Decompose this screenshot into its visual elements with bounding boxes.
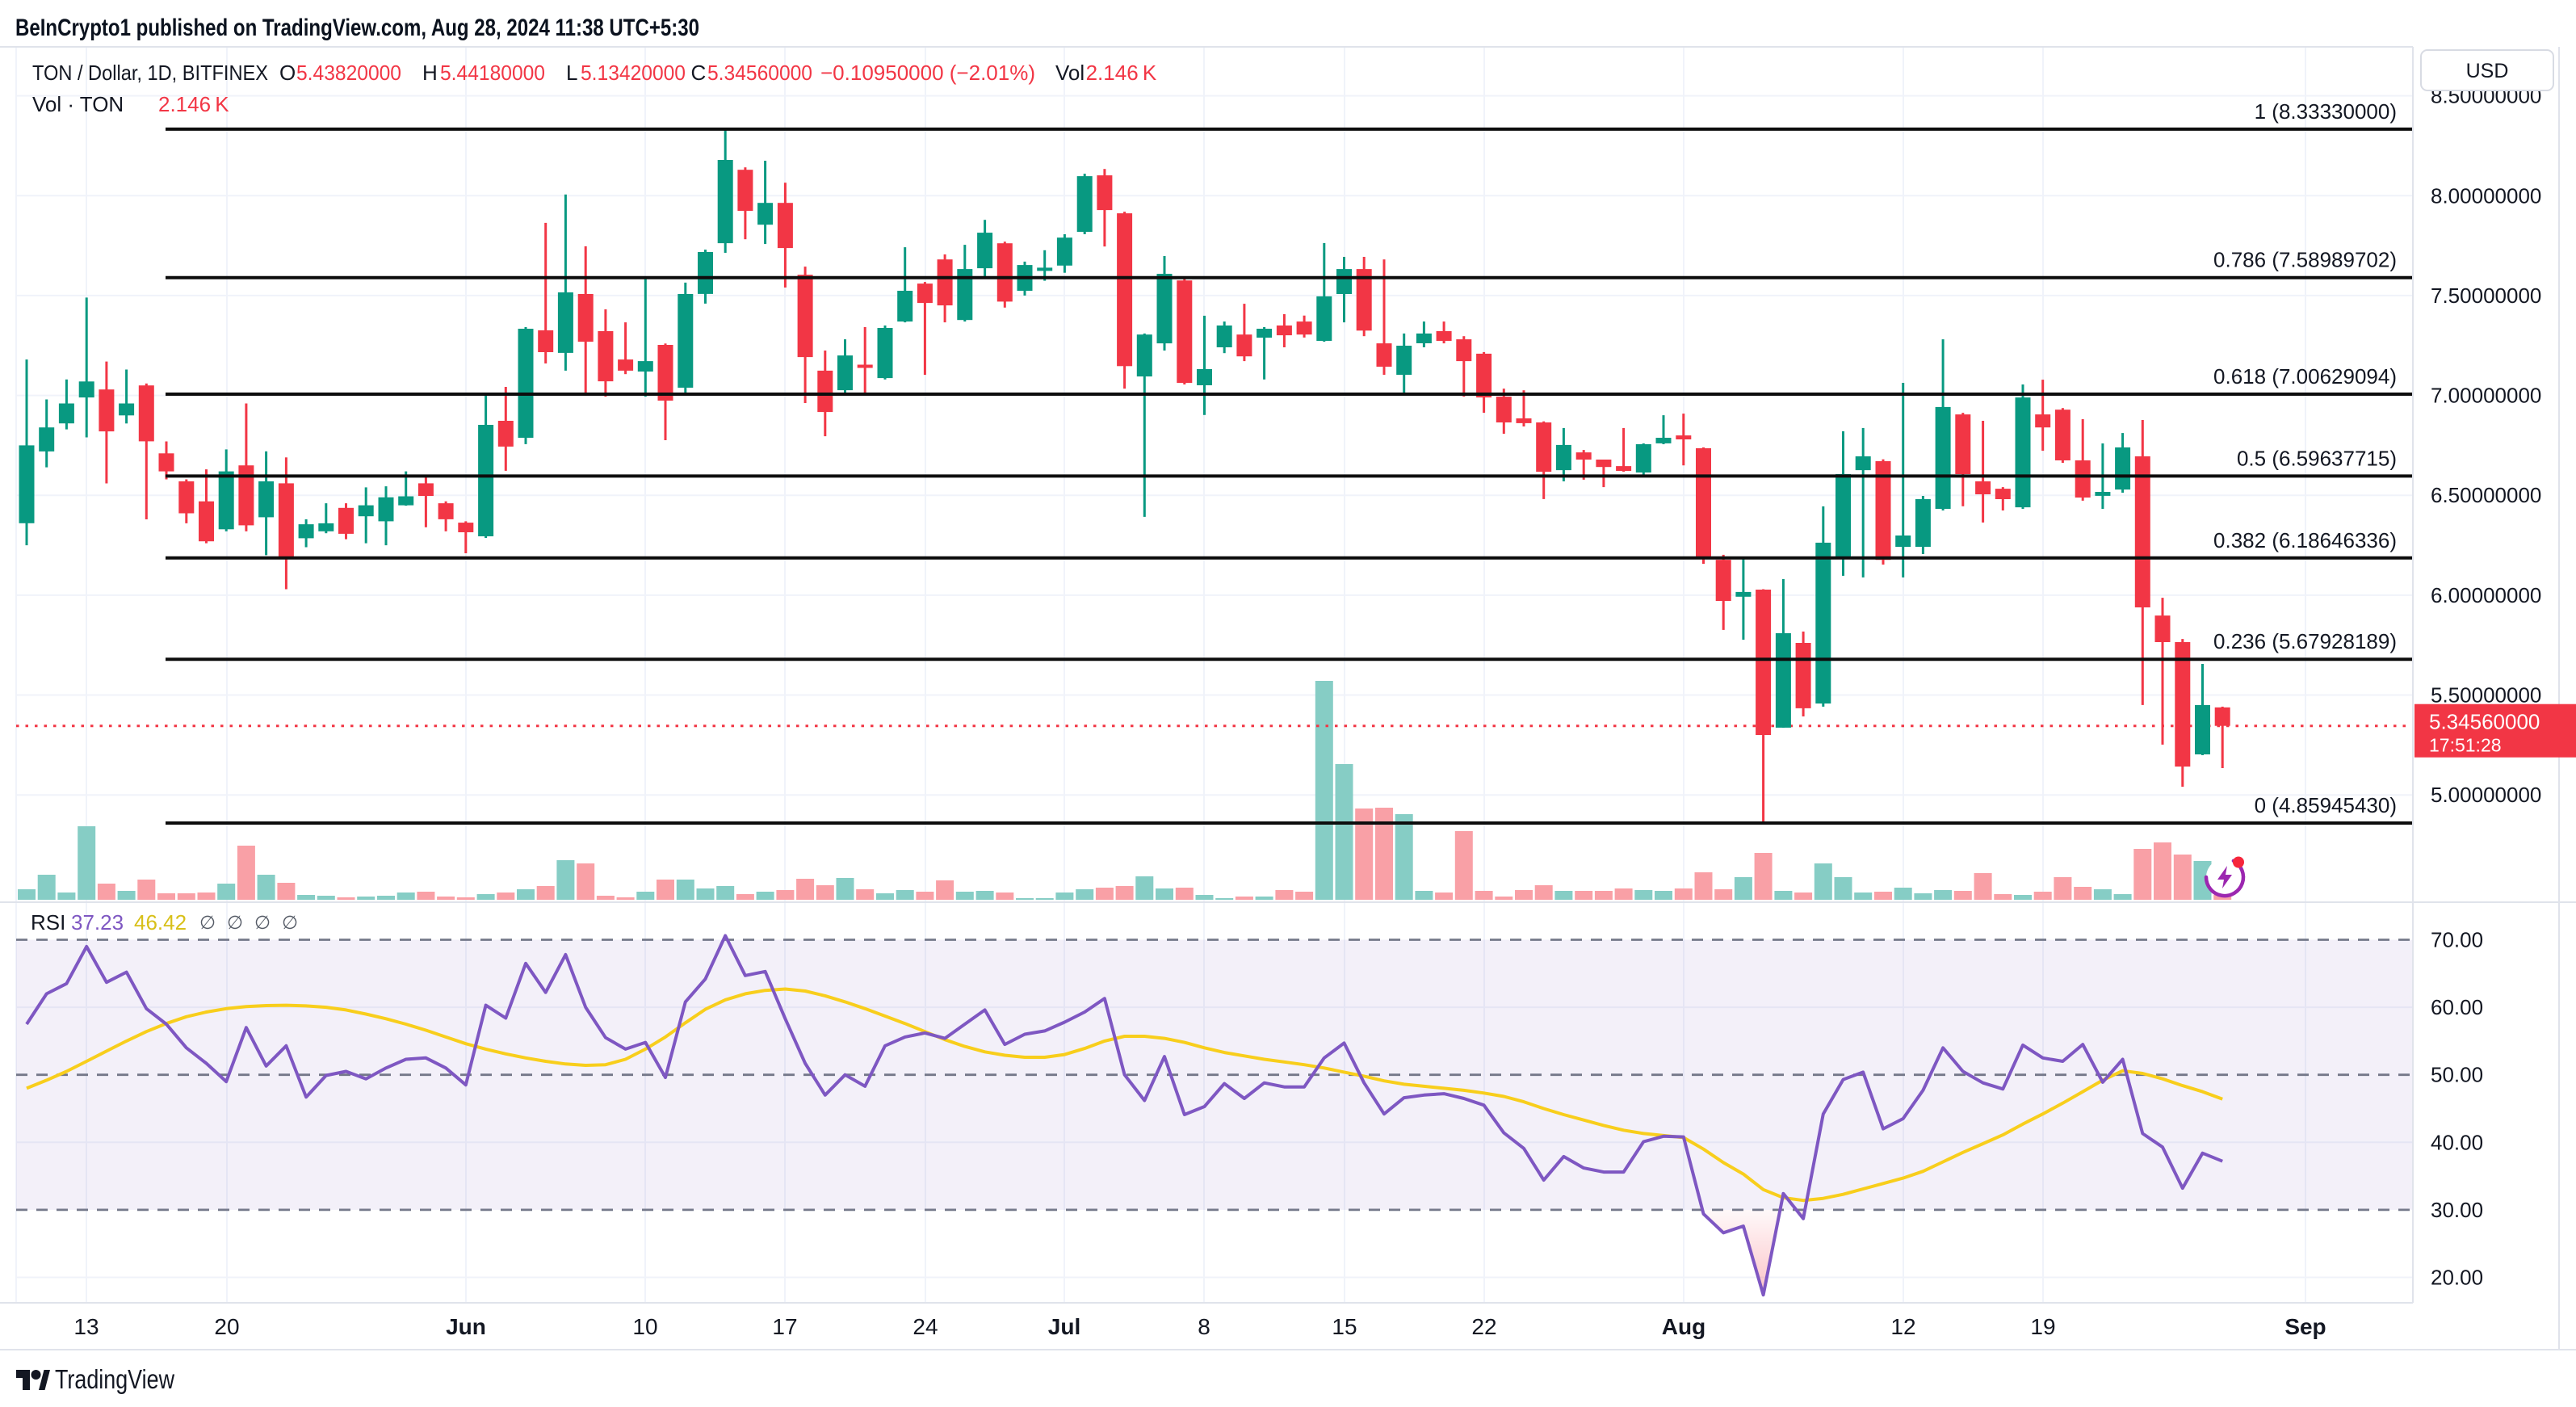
svg-text:TON / Dollar, 1D, BITFINEX: TON / Dollar, 1D, BITFINEX <box>32 61 268 85</box>
svg-text:L: L <box>566 61 577 85</box>
svg-text:6.00000000: 6.00000000 <box>2431 583 2541 607</box>
svg-text:Vol: Vol <box>1055 61 1085 85</box>
svg-text:7.00000000: 7.00000000 <box>2431 384 2541 408</box>
svg-text:Aug: Aug <box>1662 1314 1705 1339</box>
svg-text:BeInCrypto1 published on Tradi: BeInCrypto1 published on TradingView.com… <box>15 15 699 41</box>
svg-text:Jun: Jun <box>446 1314 486 1339</box>
svg-text:5.00000000: 5.00000000 <box>2431 783 2541 807</box>
svg-text:Vol · TON: Vol · TON <box>32 92 124 116</box>
svg-text:17: 17 <box>772 1314 797 1339</box>
svg-text:0.618 (7.00629094): 0.618 (7.00629094) <box>2213 364 2397 388</box>
svg-text:8: 8 <box>1198 1314 1210 1339</box>
svg-text:0.5 (6.59637715): 0.5 (6.59637715) <box>2237 446 2397 470</box>
svg-text:∅: ∅ <box>227 912 243 933</box>
svg-text:19: 19 <box>2030 1314 2055 1339</box>
svg-text:0.236 (5.67928189): 0.236 (5.67928189) <box>2213 629 2397 653</box>
svg-text:1 (8.33330000): 1 (8.33330000) <box>2255 99 2397 124</box>
svg-text:0.382 (6.18646336): 0.382 (6.18646336) <box>2213 528 2397 552</box>
svg-text:−0.10950000 (−2.01%): −0.10950000 (−2.01%) <box>820 61 1035 85</box>
svg-text:∅: ∅ <box>254 912 271 933</box>
svg-text:5.13420000: 5.13420000 <box>581 61 686 85</box>
svg-text:∅: ∅ <box>282 912 298 933</box>
svg-text:46.42: 46.42 <box>134 910 187 934</box>
svg-text:13: 13 <box>73 1314 99 1339</box>
svg-text:10: 10 <box>632 1314 657 1339</box>
svg-text:2.146 K: 2.146 K <box>1086 61 1157 85</box>
svg-text:20.00: 20.00 <box>2431 1266 2483 1290</box>
svg-text:37.23: 37.23 <box>71 910 124 934</box>
svg-text:5.34560000: 5.34560000 <box>707 61 812 85</box>
svg-text:15: 15 <box>1332 1314 1357 1339</box>
svg-text:5.44180000: 5.44180000 <box>440 61 545 85</box>
svg-text:7.50000000: 7.50000000 <box>2431 284 2541 308</box>
svg-text:70.00: 70.00 <box>2431 928 2483 952</box>
svg-text:H: H <box>422 61 438 85</box>
svg-text:12: 12 <box>1890 1314 1915 1339</box>
svg-text:5.43820000: 5.43820000 <box>296 61 401 85</box>
svg-text:TradingView: TradingView <box>55 1364 174 1394</box>
svg-text:5.50000000: 5.50000000 <box>2431 683 2541 708</box>
svg-text:50.00: 50.00 <box>2431 1063 2483 1087</box>
svg-text:22: 22 <box>1471 1314 1496 1339</box>
svg-text:40.00: 40.00 <box>2431 1130 2483 1154</box>
svg-text:C: C <box>691 61 707 85</box>
svg-text:∅: ∅ <box>199 912 216 933</box>
svg-text:24: 24 <box>913 1314 938 1339</box>
svg-text:8.00000000: 8.00000000 <box>2431 183 2541 208</box>
svg-text:Sep: Sep <box>2284 1314 2326 1339</box>
svg-text:Jul: Jul <box>1048 1314 1080 1339</box>
svg-text:5.34560000: 5.34560000 <box>2429 710 2540 734</box>
svg-text:RSI: RSI <box>31 910 65 934</box>
svg-text:O: O <box>279 61 296 85</box>
svg-text:2.146 K: 2.146 K <box>158 92 229 116</box>
svg-text:60.00: 60.00 <box>2431 995 2483 1019</box>
svg-text:0 (4.85945430): 0 (4.85945430) <box>2255 793 2397 817</box>
svg-text:0.786 (7.58989702): 0.786 (7.58989702) <box>2213 248 2397 272</box>
svg-text:30.00: 30.00 <box>2431 1198 2483 1222</box>
svg-text:USD: USD <box>2466 60 2509 82</box>
svg-text:20: 20 <box>214 1314 239 1339</box>
svg-text:6.50000000: 6.50000000 <box>2431 483 2541 507</box>
svg-text:17:51:28: 17:51:28 <box>2429 735 2502 756</box>
